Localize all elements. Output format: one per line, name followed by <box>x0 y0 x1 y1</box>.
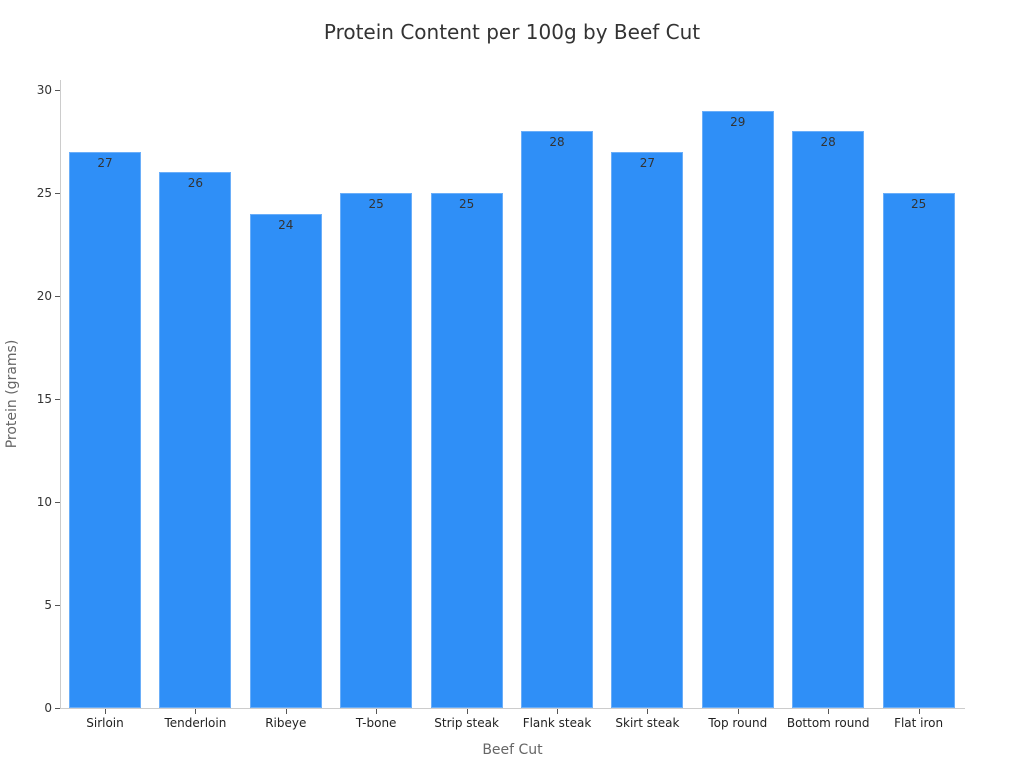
bar-value-label: 28 <box>549 135 565 150</box>
x-tick <box>105 709 106 714</box>
x-tick <box>918 709 920 714</box>
bar: 24 <box>249 213 322 708</box>
x-tick-label: Flat iron <box>894 716 944 730</box>
x-tick-label: Top round <box>708 716 768 730</box>
y-tick-label: 15 <box>36 392 52 406</box>
bar-value-label: 26 <box>187 176 204 191</box>
x-tick-label: Flank steak <box>522 716 592 730</box>
bar: 28 <box>792 131 865 708</box>
y-tick-label: 30 <box>36 83 52 97</box>
bar-value-label: 27 <box>97 155 113 170</box>
bar: 25 <box>430 193 503 708</box>
x-tick <box>557 709 558 714</box>
y-tick <box>55 193 60 194</box>
y-tick <box>55 708 60 709</box>
chart-title: Protein Content per 100g by Beef Cut <box>323 20 701 44</box>
y-tick <box>55 605 60 606</box>
y-tick <box>55 399 60 400</box>
x-axis-line <box>60 708 965 709</box>
y-tick-label: 5 <box>44 598 52 612</box>
x-tick-label: Strip steak <box>434 716 499 730</box>
x-tick-label: Sirloin <box>86 716 124 730</box>
x-tick <box>647 709 649 714</box>
y-tick-label: 0 <box>44 701 52 715</box>
bar-value-label: 25 <box>458 197 475 211</box>
bar: 28 <box>521 131 593 708</box>
y-axis-line <box>60 80 61 709</box>
x-tick-label: Skirt steak <box>615 716 680 730</box>
x-tick <box>828 709 830 714</box>
bar: 26 <box>159 172 232 708</box>
x-tick <box>737 709 739 714</box>
bar-value-label: 29 <box>730 114 746 129</box>
bar: 25 <box>340 193 413 708</box>
x-axis-label: Beef Cut <box>482 742 543 758</box>
bar: 25 <box>882 193 955 708</box>
x-tick-label: Tenderloin <box>164 716 227 730</box>
bar-value-label: 28 <box>820 135 836 150</box>
y-axis-label: Protein (grams) <box>4 339 20 449</box>
y-tick <box>55 502 60 503</box>
x-tick <box>376 709 378 714</box>
bar-value-label: 27 <box>639 155 656 170</box>
y-tick-label: 20 <box>36 289 52 303</box>
bar-value-label: 25 <box>910 197 927 211</box>
bar-value-label: 25 <box>368 197 384 211</box>
bar-value-label: 24 <box>278 217 294 232</box>
y-tick <box>55 296 60 297</box>
x-tick-label: T-bone <box>355 716 397 730</box>
x-tick-label: Ribeye <box>265 716 307 730</box>
x-tick-label: Bottom round <box>786 716 870 730</box>
x-tick <box>195 709 197 714</box>
x-tick <box>285 709 287 714</box>
y-tick-label: 10 <box>36 495 52 509</box>
bar: 29 <box>701 110 774 708</box>
bar: 27 <box>611 151 684 708</box>
y-tick <box>55 90 60 91</box>
bar: 27 <box>69 151 141 708</box>
x-tick <box>466 709 468 714</box>
y-tick-label: 25 <box>36 186 52 200</box>
